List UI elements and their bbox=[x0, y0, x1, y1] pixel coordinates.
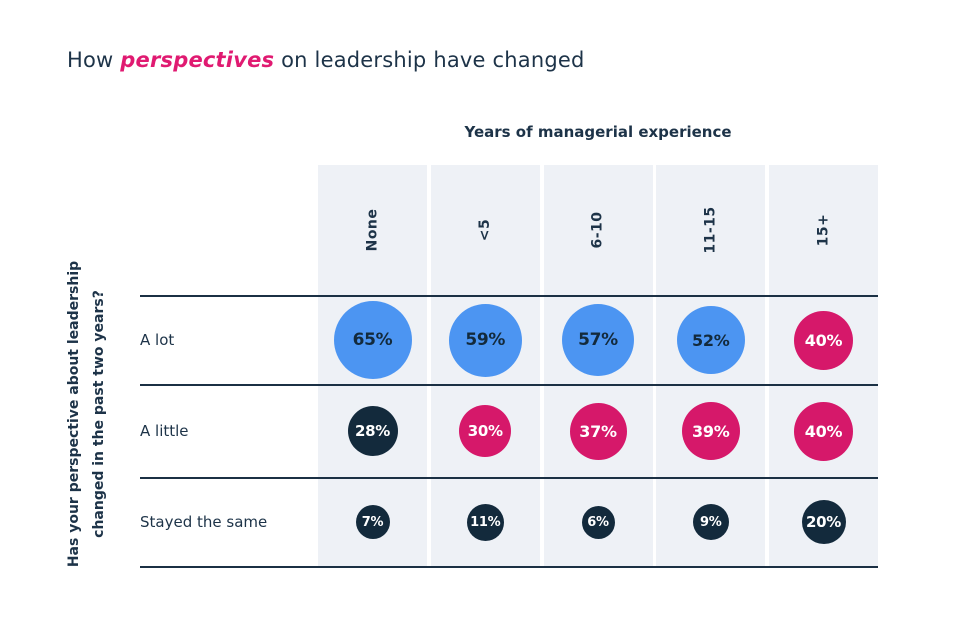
row-group-label-line1: Has your perspective about leadership bbox=[66, 260, 82, 568]
bubble: 6% bbox=[581, 505, 615, 539]
column-header-label: 11-15 bbox=[702, 206, 719, 254]
bubble-value: 30% bbox=[467, 422, 503, 440]
bubble: 65% bbox=[333, 301, 412, 379]
row-label: Stayed the same bbox=[140, 513, 268, 531]
bubble: 40% bbox=[794, 401, 853, 461]
bubble-value: 7% bbox=[361, 514, 384, 530]
chart-title-part1: How bbox=[67, 48, 121, 72]
chart-title-part2: on leadership have changed bbox=[274, 48, 585, 72]
bubble-value: 57% bbox=[578, 330, 618, 350]
row-group-label-line2: changed in the past two years? bbox=[91, 290, 107, 538]
chart-title-accent: perspectives bbox=[120, 48, 275, 72]
row-label: A little bbox=[140, 422, 189, 440]
bubble-value: 65% bbox=[352, 330, 393, 350]
column-group-label: Years of managerial experience bbox=[464, 123, 732, 141]
bubble-value: 11% bbox=[470, 514, 501, 530]
bubble: 30% bbox=[459, 405, 512, 457]
bubble-value: 20% bbox=[805, 513, 841, 531]
bubble: 52% bbox=[676, 306, 745, 374]
bubble: 57% bbox=[562, 304, 634, 376]
bubble-value: 6% bbox=[587, 514, 609, 530]
bubble: 39% bbox=[681, 402, 740, 460]
column-header-label: None bbox=[364, 208, 381, 252]
bubble: 9% bbox=[692, 504, 729, 540]
bubble: 28% bbox=[347, 406, 398, 456]
bubble-value: 28% bbox=[354, 422, 390, 440]
column-header-label: 6-10 bbox=[589, 211, 606, 249]
bubble: 59% bbox=[448, 303, 522, 377]
grid-line bbox=[140, 295, 878, 297]
column-header-label: 15+ bbox=[815, 213, 832, 247]
bubble: 40% bbox=[794, 310, 853, 370]
grid-line bbox=[140, 566, 878, 568]
bubble: 37% bbox=[569, 402, 627, 460]
bubble: 20% bbox=[801, 500, 846, 544]
bubble-value: 40% bbox=[804, 421, 843, 441]
bubble-value: 37% bbox=[579, 421, 617, 441]
row-group-label: Has your perspective about leadership ch… bbox=[62, 214, 114, 614]
chart-title: How perspectives on leadership have chan… bbox=[67, 48, 585, 72]
bubble-value: 9% bbox=[700, 514, 722, 530]
row-label: A lot bbox=[140, 331, 175, 349]
bubble-value: 59% bbox=[465, 330, 506, 350]
grid-line bbox=[140, 477, 878, 479]
bubble-value: 39% bbox=[692, 421, 730, 441]
bubble: 7% bbox=[355, 505, 390, 539]
bubble-value: 52% bbox=[692, 330, 730, 350]
grid-line bbox=[140, 384, 878, 386]
bubble-value: 40% bbox=[804, 330, 843, 350]
column-header-label: <5 bbox=[477, 218, 494, 242]
bubble: 11% bbox=[466, 503, 504, 541]
